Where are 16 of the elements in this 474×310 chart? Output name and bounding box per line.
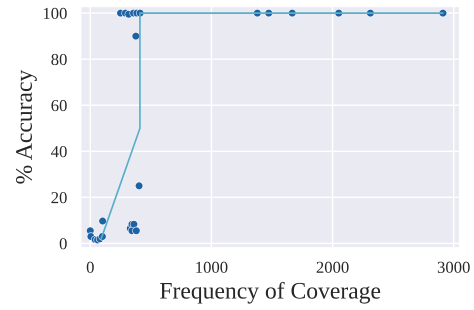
y-tick-label: 60 bbox=[51, 100, 67, 112]
y-tick-label: 80 bbox=[51, 54, 67, 66]
y-tick-label: 100 bbox=[44, 8, 67, 20]
y-axis-title: % Accuracy bbox=[16, 70, 37, 184]
point bbox=[135, 182, 144, 190]
y-tick-label: 40 bbox=[51, 146, 67, 158]
x-axis-title: Frequency of Coverage bbox=[160, 282, 380, 304]
x-tick-label: 1000 bbox=[196, 262, 228, 273]
x-tick-label: 3000 bbox=[438, 262, 470, 273]
x-tick-label: 0 bbox=[86, 262, 94, 273]
y-tick-label: 0 bbox=[60, 238, 67, 250]
point bbox=[132, 226, 140, 235]
point bbox=[98, 216, 107, 226]
point bbox=[132, 32, 140, 40]
y-tick-label: 20 bbox=[51, 192, 67, 204]
x-tick-label: 2000 bbox=[316, 262, 349, 273]
